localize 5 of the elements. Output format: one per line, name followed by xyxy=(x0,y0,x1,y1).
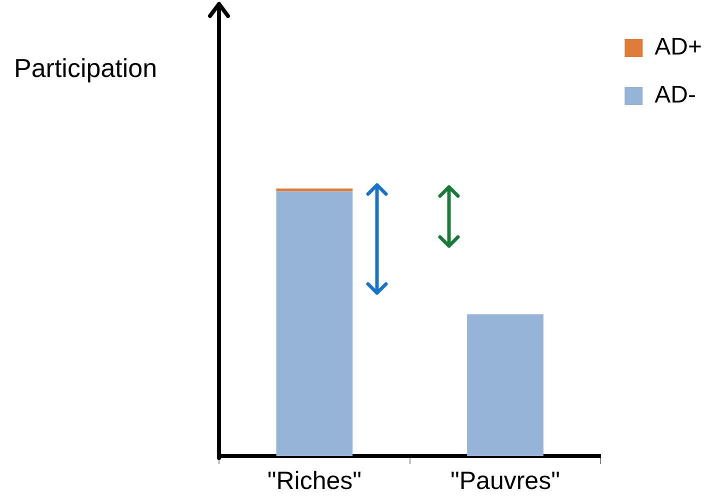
x-tick-label: "Riches" xyxy=(267,466,362,495)
y-axis-title: Participation xyxy=(14,53,158,84)
x-tick-label: "Pauvres" xyxy=(450,466,560,495)
legend-label: AD- xyxy=(654,82,696,109)
legend-label: AD+ xyxy=(654,34,702,61)
